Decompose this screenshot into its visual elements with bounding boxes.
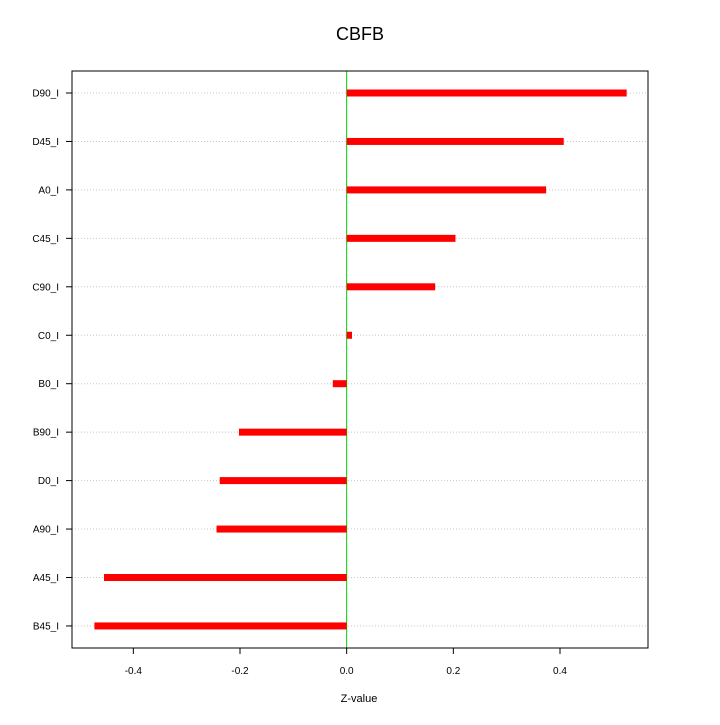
y-tick-label: B0_I (38, 379, 59, 390)
bar (216, 525, 347, 533)
y-tick-label: A45_I (33, 573, 59, 584)
y-tick-label: C45_I (32, 234, 59, 245)
bar (346, 186, 547, 194)
x-tick-label: 0.0 (340, 666, 354, 677)
y-tick-label: C90_I (32, 282, 59, 293)
bar (346, 331, 352, 339)
y-tick-label: B90_I (33, 428, 59, 439)
y-tick-label: D90_I (32, 89, 59, 100)
x-tick-label: -0.4 (125, 666, 143, 677)
plot-area: D90_I D45_I A0_I C45_I C90_I C0_I B0_I B90_I D0_… (32, 70, 649, 677)
bar (332, 380, 347, 388)
x-tick-label: 0.4 (553, 666, 567, 677)
y-tick-label: D0_I (38, 476, 59, 487)
bar (219, 477, 347, 485)
plot-frame (71, 70, 649, 649)
y-tick-label: C0_I (38, 331, 59, 342)
x-axis-label: Z-value (341, 693, 378, 705)
bar (346, 283, 436, 291)
y-tick-label: A0_I (38, 185, 59, 196)
y-tick-label: A90_I (33, 525, 59, 536)
chart-title: CBFB (336, 24, 384, 44)
bar (346, 234, 456, 242)
y-tick-label: D45_I (32, 137, 59, 148)
x-tick-label: -0.2 (231, 666, 249, 677)
bar (346, 89, 627, 97)
y-tick-label: B45_I (33, 621, 59, 632)
bar (238, 428, 347, 436)
x-tick-label: 0.2 (446, 666, 460, 677)
bar (104, 574, 347, 581)
bar (94, 622, 347, 630)
bar (346, 137, 564, 145)
